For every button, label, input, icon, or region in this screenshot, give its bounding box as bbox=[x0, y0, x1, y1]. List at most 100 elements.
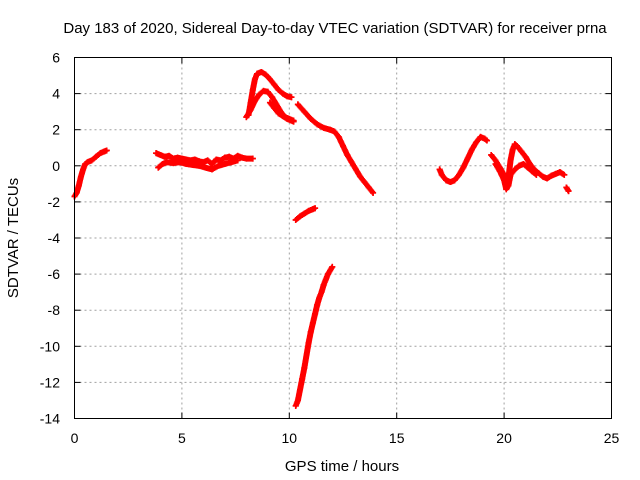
data-point bbox=[77, 173, 84, 180]
data-point bbox=[284, 115, 291, 122]
data-point bbox=[511, 166, 518, 173]
data-point bbox=[243, 155, 250, 162]
data-point bbox=[365, 184, 372, 191]
data-point bbox=[258, 68, 265, 75]
data-point bbox=[196, 162, 203, 169]
data-point bbox=[307, 115, 314, 122]
data-point bbox=[189, 161, 196, 168]
data-point bbox=[329, 263, 336, 270]
y-tick-label: -10 bbox=[40, 338, 60, 354]
data-point bbox=[161, 153, 168, 160]
data-point bbox=[226, 153, 233, 160]
data-point bbox=[251, 97, 258, 104]
y-tick-label: -2 bbox=[48, 194, 61, 210]
data-point bbox=[80, 166, 87, 173]
series-markers bbox=[436, 133, 490, 186]
data-point bbox=[322, 276, 329, 283]
data-point bbox=[297, 386, 304, 393]
y-tick-label: -4 bbox=[48, 230, 61, 246]
data-point bbox=[451, 177, 458, 184]
data-point bbox=[292, 216, 299, 223]
series-arc-evening-c bbox=[492, 160, 540, 193]
data-point bbox=[314, 301, 321, 308]
data-point bbox=[507, 157, 514, 164]
y-tick-label: 6 bbox=[52, 50, 60, 66]
x-tick-label: 5 bbox=[178, 430, 186, 446]
data-point bbox=[361, 179, 368, 186]
data-point bbox=[563, 184, 570, 191]
data-point bbox=[292, 402, 299, 409]
data-point bbox=[297, 213, 304, 220]
data-point bbox=[208, 166, 215, 173]
data-point bbox=[524, 164, 531, 171]
data-point bbox=[84, 159, 91, 166]
series-arc-short bbox=[292, 205, 319, 223]
data-point bbox=[279, 90, 286, 97]
data-point bbox=[305, 339, 312, 346]
series-arc-peak-c bbox=[266, 99, 297, 125]
data-point bbox=[312, 310, 319, 317]
data-point bbox=[312, 205, 319, 212]
data-point bbox=[254, 70, 261, 77]
data-point bbox=[159, 160, 166, 167]
data-point bbox=[183, 160, 190, 167]
data-point bbox=[264, 88, 271, 95]
data-point bbox=[301, 364, 308, 371]
data-point bbox=[529, 168, 536, 175]
data-point bbox=[370, 189, 377, 196]
data-point bbox=[518, 148, 525, 155]
data-point bbox=[266, 99, 273, 106]
data-point bbox=[520, 160, 527, 167]
data-point bbox=[507, 171, 514, 178]
data-point bbox=[301, 108, 308, 115]
y-tick-label: -14 bbox=[40, 411, 60, 427]
data-point bbox=[153, 150, 160, 157]
y-tick-label: 2 bbox=[52, 122, 60, 138]
data-point bbox=[163, 159, 170, 166]
data-point bbox=[556, 169, 563, 176]
data-point bbox=[288, 94, 295, 101]
x-axis-title: GPS time / hours bbox=[285, 458, 399, 475]
y-tick-label: -12 bbox=[40, 374, 60, 390]
data-point bbox=[213, 156, 220, 163]
axis-ticks: 0 5 10 15 20 25 -14 -12 -10 -8 -6 -4 -2 0 2 4 6 bbox=[40, 50, 620, 447]
data-point bbox=[516, 162, 523, 169]
data-point bbox=[284, 93, 291, 100]
data-point bbox=[509, 146, 516, 153]
data-series-group bbox=[71, 68, 572, 409]
data-point bbox=[271, 81, 278, 88]
data-point bbox=[327, 267, 334, 274]
data-point bbox=[468, 146, 475, 153]
data-point bbox=[155, 164, 162, 171]
data-point bbox=[275, 110, 282, 117]
series-arc-morning bbox=[153, 150, 256, 167]
data-point bbox=[344, 151, 351, 158]
data-point bbox=[208, 160, 215, 167]
data-point bbox=[166, 152, 173, 159]
data-point bbox=[464, 155, 471, 162]
data-point bbox=[309, 319, 316, 326]
data-point bbox=[234, 157, 241, 164]
data-point bbox=[436, 166, 443, 173]
x-tick-label: 10 bbox=[282, 430, 298, 446]
data-point bbox=[539, 173, 546, 180]
data-point bbox=[447, 179, 454, 186]
data-point bbox=[290, 118, 297, 125]
data-point bbox=[307, 328, 314, 335]
data-point bbox=[327, 126, 334, 133]
series-arc-peak-a bbox=[245, 68, 295, 119]
data-point bbox=[249, 86, 256, 93]
data-point bbox=[320, 124, 327, 131]
y-tick-label: -6 bbox=[48, 266, 61, 282]
data-point bbox=[533, 171, 540, 178]
data-point bbox=[324, 271, 331, 278]
data-point bbox=[260, 87, 267, 94]
data-point bbox=[269, 94, 276, 101]
data-point bbox=[275, 86, 282, 93]
data-point bbox=[316, 294, 323, 301]
y-axis-title: SDTVAR / TECUs bbox=[5, 178, 22, 298]
data-point bbox=[92, 153, 99, 160]
data-point bbox=[170, 160, 177, 167]
data-point bbox=[522, 153, 529, 160]
series-arc-drop bbox=[292, 263, 336, 409]
